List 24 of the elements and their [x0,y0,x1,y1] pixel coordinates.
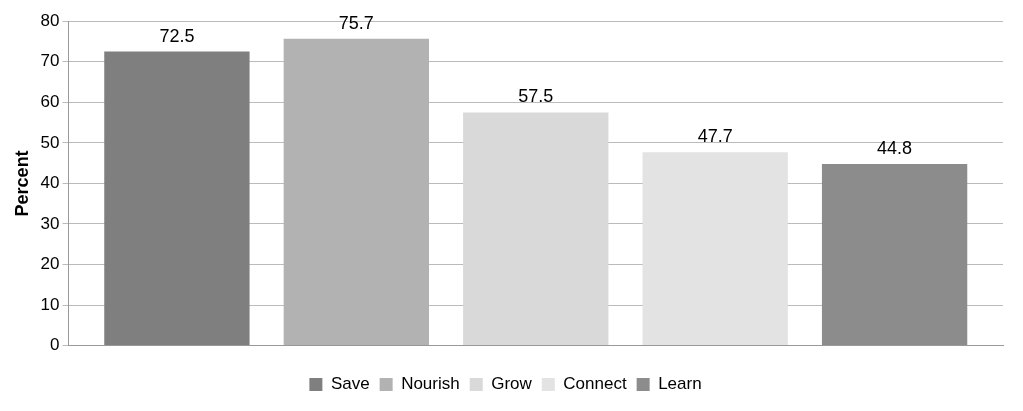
data-label: 44.8 [877,137,913,158]
legend-label: Save [330,374,370,394]
y-tick-label: 0 [50,335,60,355]
y-tick-label: 10 [40,294,60,314]
legend-label: Grow [491,374,533,394]
bar [104,51,250,346]
data-label: 75.7 [338,12,374,33]
bar [642,152,788,346]
data-label: 72.5 [159,25,195,46]
data-label: 47.7 [697,126,733,147]
bar [821,163,968,346]
y-axis-title: Percent [11,150,32,217]
legend-label: Connect [563,374,627,394]
y-tick-label: 40 [40,173,60,193]
y-tick-label: 20 [40,254,60,274]
bar [463,112,609,346]
y-tick-label: 70 [40,51,60,71]
y-tick-label: 80 [40,10,60,30]
y-tick-label: 30 [40,213,60,233]
data-label: 57.5 [518,86,554,107]
legend-label: Learn [658,374,702,394]
y-tick-label: 50 [40,132,60,152]
y-tick-label: 60 [40,91,60,111]
legend-label: Nourish [401,374,460,394]
